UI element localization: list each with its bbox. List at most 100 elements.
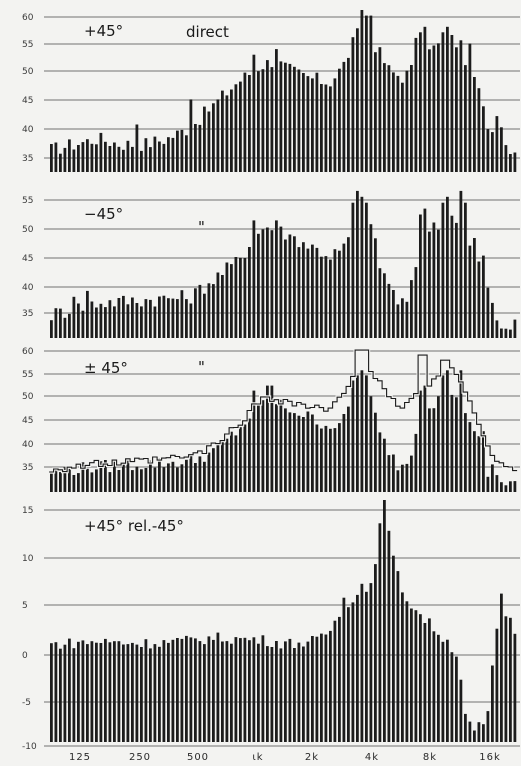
bar bbox=[270, 647, 274, 742]
bar bbox=[419, 390, 422, 492]
bar bbox=[450, 652, 454, 742]
bar bbox=[131, 470, 134, 492]
bar bbox=[432, 222, 436, 338]
bar bbox=[185, 135, 188, 172]
bar bbox=[68, 139, 71, 172]
y-tick-label: 35 bbox=[22, 309, 33, 319]
bar bbox=[126, 304, 130, 338]
bar bbox=[477, 261, 481, 338]
bar bbox=[513, 152, 517, 172]
bar bbox=[491, 302, 494, 338]
chart-panel-1: 60 55 50 45 40 35 +45° direct bbox=[22, 10, 520, 173]
bar bbox=[509, 481, 512, 492]
bar bbox=[392, 290, 395, 338]
bar bbox=[450, 215, 454, 338]
bar bbox=[441, 375, 445, 492]
bar bbox=[509, 329, 512, 338]
bar bbox=[207, 452, 211, 492]
bar bbox=[455, 47, 458, 172]
bar bbox=[140, 647, 143, 742]
bar bbox=[509, 154, 512, 172]
bar bbox=[54, 642, 58, 742]
bar bbox=[261, 229, 265, 338]
bar bbox=[284, 641, 287, 742]
bar bbox=[81, 462, 85, 492]
bar bbox=[162, 143, 166, 172]
bar bbox=[122, 464, 125, 492]
bar bbox=[162, 467, 166, 492]
bar bbox=[72, 648, 76, 742]
bar bbox=[185, 635, 188, 742]
chart-panel-2: 55 50 45 40 35 −45° " bbox=[22, 190, 520, 338]
bar bbox=[171, 639, 175, 742]
bar bbox=[99, 643, 103, 742]
bar bbox=[261, 69, 265, 172]
bar bbox=[104, 638, 107, 742]
panel-label: +45° rel.-45° bbox=[84, 517, 184, 535]
bar bbox=[365, 375, 368, 492]
bar bbox=[54, 142, 58, 172]
bar bbox=[185, 299, 188, 338]
bar bbox=[176, 638, 179, 742]
bar bbox=[90, 301, 94, 338]
bar bbox=[248, 418, 251, 492]
bar bbox=[144, 639, 148, 742]
bar bbox=[464, 65, 467, 172]
bar bbox=[257, 71, 260, 172]
bar bbox=[428, 618, 431, 742]
bar bbox=[117, 298, 121, 338]
bar bbox=[360, 370, 364, 492]
y-tick-label: 50 bbox=[22, 67, 34, 77]
bar bbox=[117, 641, 121, 742]
bar bbox=[216, 443, 220, 492]
bar bbox=[275, 641, 278, 742]
bar bbox=[135, 466, 139, 492]
bar bbox=[203, 293, 206, 338]
bar bbox=[144, 468, 148, 492]
bar bbox=[477, 436, 481, 492]
bar bbox=[455, 656, 458, 742]
bar bbox=[207, 283, 211, 338]
y-tick-label: 35 bbox=[22, 154, 33, 164]
bar bbox=[135, 644, 139, 742]
bar bbox=[167, 298, 170, 338]
bar bbox=[99, 132, 103, 172]
bar bbox=[405, 601, 409, 742]
bar bbox=[144, 138, 148, 172]
bar bbox=[194, 638, 197, 742]
bar bbox=[108, 472, 112, 492]
bar bbox=[248, 247, 251, 338]
bar bbox=[275, 404, 278, 492]
bar bbox=[72, 296, 76, 338]
bar bbox=[329, 259, 332, 338]
bar bbox=[212, 103, 215, 172]
bar bbox=[126, 460, 130, 492]
bar bbox=[158, 296, 161, 338]
bar bbox=[257, 403, 260, 492]
bar bbox=[302, 242, 305, 338]
bar bbox=[378, 432, 382, 492]
bar bbox=[81, 640, 85, 742]
bar bbox=[54, 468, 58, 492]
x-tick-label: 125 bbox=[69, 752, 91, 763]
bar bbox=[387, 283, 391, 338]
bar bbox=[81, 310, 85, 338]
bar bbox=[437, 396, 440, 492]
bar bbox=[104, 141, 107, 172]
bar bbox=[392, 454, 395, 492]
bar bbox=[351, 602, 355, 742]
bar bbox=[401, 464, 404, 492]
bar bbox=[432, 631, 436, 742]
bar bbox=[59, 472, 62, 492]
bar bbox=[365, 202, 368, 338]
bar bbox=[230, 643, 233, 742]
bar bbox=[95, 469, 98, 492]
bar bbox=[117, 146, 121, 172]
bar bbox=[198, 124, 202, 172]
bar bbox=[216, 272, 220, 338]
bar bbox=[293, 648, 296, 742]
bar bbox=[383, 63, 386, 172]
bar bbox=[77, 641, 80, 742]
bar bbox=[234, 435, 238, 492]
